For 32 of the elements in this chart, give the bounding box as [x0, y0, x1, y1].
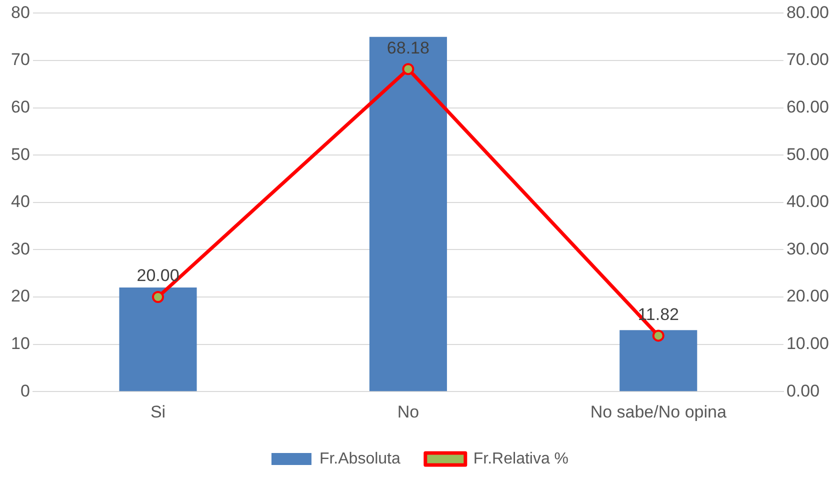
- x-tick-label: Si: [150, 402, 166, 422]
- point: [652, 330, 664, 342]
- x-tick-label: No: [397, 402, 420, 422]
- y2-tick-label: 60.00: [786, 97, 830, 116]
- bar: [119, 288, 197, 392]
- legend-label: Fr.Absoluta: [319, 450, 400, 468]
- y2-tick-label: 50.00: [786, 144, 830, 164]
- data-label: 20.00: [136, 266, 180, 286]
- y-tick-label: 30: [10, 239, 30, 258]
- y-tick-label: 40: [10, 192, 30, 212]
- y-tick-label: 20: [10, 286, 30, 306]
- point: [152, 291, 164, 303]
- y-tick-label: 80: [10, 2, 30, 22]
- legend-label: Fr.Relativa %: [473, 450, 569, 468]
- y-tick-label: 0: [20, 381, 30, 400]
- y2-tick-label: 30.00: [786, 239, 830, 258]
- y-tick-label: 70: [10, 50, 30, 70]
- x-tick-label: No sabe/No opina: [590, 402, 727, 422]
- y2-tick-label: 20.00: [786, 286, 830, 306]
- bar: [369, 36, 447, 392]
- y2-tick-label: 0.00: [786, 381, 820, 400]
- y-tick-label: 50: [10, 144, 30, 164]
- data-label: 68.18: [386, 38, 430, 58]
- y-tick-label: 10: [10, 334, 30, 353]
- bar: [620, 330, 698, 392]
- y2-tick-label: 40.00: [786, 192, 830, 212]
- point: [402, 63, 414, 76]
- data-label: 11.82: [638, 304, 680, 324]
- y2-tick-label: 80.00: [786, 2, 830, 22]
- y2-tick-label: 10.00: [786, 334, 830, 353]
- y-tick-label: 60: [10, 97, 30, 116]
- y2-tick-label: 70.00: [786, 50, 830, 70]
